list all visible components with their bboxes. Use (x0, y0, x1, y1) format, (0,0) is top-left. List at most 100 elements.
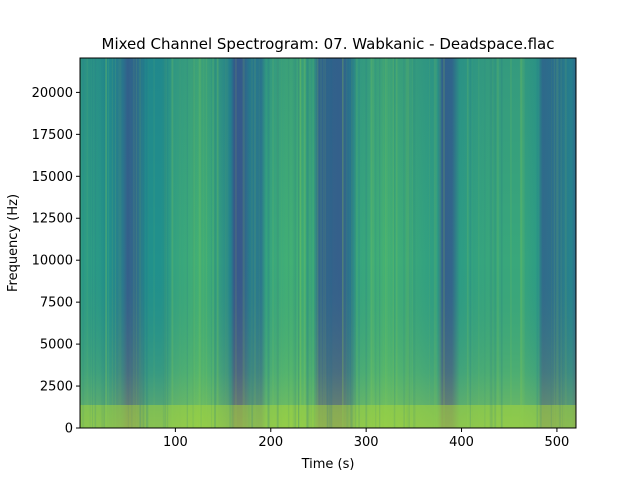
x-tick-label-4: 500 (545, 435, 570, 450)
y-axis-label: Frequency (Hz) (6, 194, 21, 292)
streak-75 (520, 58, 522, 428)
streak-48 (105, 58, 107, 428)
streak-41 (408, 58, 410, 428)
streak-37 (118, 58, 121, 428)
streak-127 (491, 58, 494, 428)
streak-99 (466, 58, 469, 428)
streak-70 (356, 58, 358, 428)
x-tick-label-0: 100 (163, 435, 188, 450)
streak-117 (192, 58, 194, 428)
y-tick-label-0: 0 (65, 422, 73, 437)
streak-24 (306, 58, 309, 428)
y-tick-label-1: 2500 (40, 380, 73, 395)
streak-87 (392, 58, 394, 428)
streak-146 (564, 58, 567, 428)
streak-104 (292, 58, 295, 428)
plot-area (80, 58, 576, 428)
streak-56 (320, 58, 322, 428)
streak-151 (443, 58, 445, 428)
streak-26 (92, 58, 93, 428)
streak-76 (105, 58, 107, 428)
streak-65 (146, 58, 149, 428)
streak-36 (435, 58, 438, 428)
streak-8 (164, 58, 167, 428)
streak-121 (429, 58, 430, 428)
low-frequency-band (80, 405, 576, 428)
x-axis: 100 200 300 400 500 (163, 428, 569, 450)
streak-148 (127, 58, 129, 428)
streak-145 (565, 58, 567, 428)
streak-115 (404, 58, 406, 428)
streak-85 (500, 58, 503, 428)
streak-6 (139, 58, 142, 428)
y-tick-label-5: 12500 (32, 212, 73, 227)
streak-134 (153, 58, 155, 428)
streak-123 (560, 58, 563, 428)
streak-80 (370, 58, 373, 428)
streak-147 (469, 58, 471, 428)
streak-3 (406, 58, 407, 428)
streak-16 (297, 58, 300, 428)
streak-7 (287, 58, 290, 428)
streak-50 (179, 58, 181, 428)
streak-137 (242, 58, 244, 428)
streak-52 (171, 58, 173, 428)
streak-159 (562, 58, 563, 428)
streak-110 (268, 58, 270, 428)
streak-11 (198, 58, 201, 428)
streak-20 (355, 58, 356, 428)
streak-2 (372, 58, 374, 428)
streak-44 (350, 58, 353, 428)
streak-21 (186, 58, 188, 428)
streak-47 (329, 58, 331, 428)
streak-59 (280, 58, 282, 428)
streak-155 (225, 58, 227, 428)
streak-114 (146, 58, 147, 428)
streak-107 (510, 58, 512, 428)
streak-0 (323, 58, 325, 428)
streak-157 (192, 58, 195, 428)
streak-119 (94, 58, 97, 428)
streak-30 (325, 58, 326, 428)
streak-122 (330, 58, 333, 428)
streak-77 (484, 58, 486, 428)
y-tick-label-3: 7500 (40, 296, 73, 311)
streak-140 (203, 58, 205, 428)
y-tick-label-2: 5000 (40, 338, 73, 353)
streak-130 (494, 58, 497, 428)
streak-63 (519, 58, 522, 428)
streak-98 (133, 58, 135, 428)
plot-frame (79, 57, 577, 429)
x-axis-label: Time (s) (301, 457, 355, 472)
y-tick-label-6: 15000 (32, 170, 73, 185)
streak-51 (555, 58, 558, 428)
streak-102 (439, 58, 441, 428)
streak-32 (472, 58, 473, 428)
streak-92 (120, 58, 122, 428)
streak-129 (358, 58, 360, 428)
streak-57 (244, 58, 245, 428)
y-tick-label-7: 17500 (32, 128, 73, 143)
streak-111 (81, 58, 85, 428)
streak-135 (248, 58, 250, 428)
streak-61 (346, 58, 348, 428)
streak-84 (162, 58, 164, 428)
streak-152 (411, 58, 413, 428)
streak-62 (443, 58, 445, 428)
streak-158 (406, 58, 409, 428)
streak-154 (354, 58, 357, 428)
streak-120 (550, 58, 552, 428)
streak-10 (254, 58, 256, 428)
streak-19 (539, 58, 542, 428)
streak-133 (258, 58, 260, 428)
streak-74 (303, 58, 306, 428)
streak-43 (326, 58, 329, 428)
streak-124 (414, 58, 416, 428)
streak-100 (131, 58, 133, 428)
chart-title: Mixed Channel Spectrogram: 07. Wabkanic … (102, 35, 555, 53)
streak-73 (267, 58, 270, 428)
streak-54 (491, 58, 493, 428)
streak-66 (217, 58, 219, 428)
streak-91 (341, 58, 344, 428)
